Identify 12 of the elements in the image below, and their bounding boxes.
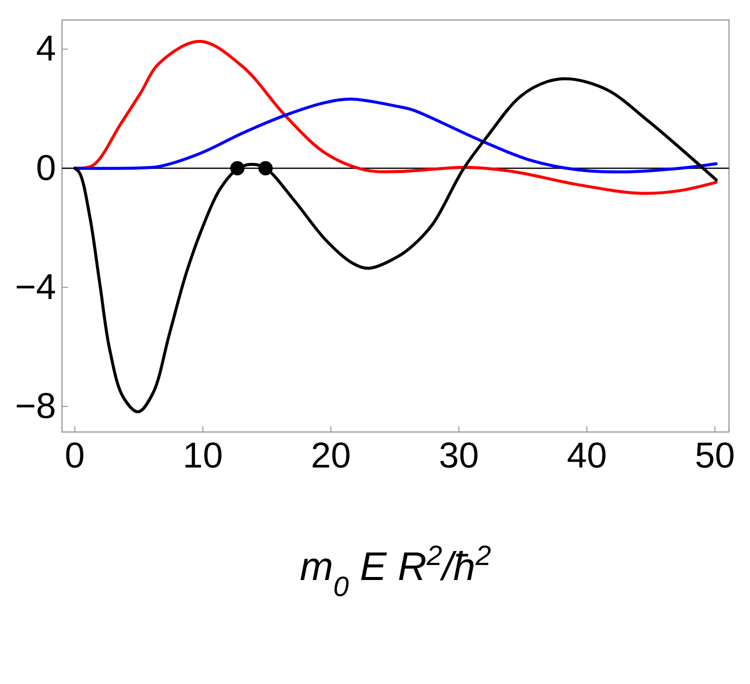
x-tick-label: 10 (182, 434, 223, 476)
y-tick-label: −8 (14, 384, 56, 426)
x-tick-label: 20 (310, 434, 351, 476)
y-tick-label: −4 (14, 266, 56, 307)
x-tick-label: 50 (694, 434, 735, 476)
y-tick-label: 0 (36, 146, 56, 188)
x-axis-title: m$_{0}$ E R$^{2}$/ħ$^{2}$ (300, 540, 492, 602)
y-tick-label: 4 (36, 28, 56, 69)
line-series (73, 98, 718, 174)
x-tick-label: 30 (438, 434, 479, 476)
x-tick-label: 40 (566, 434, 607, 476)
x-tick-label: 0 (64, 434, 85, 476)
